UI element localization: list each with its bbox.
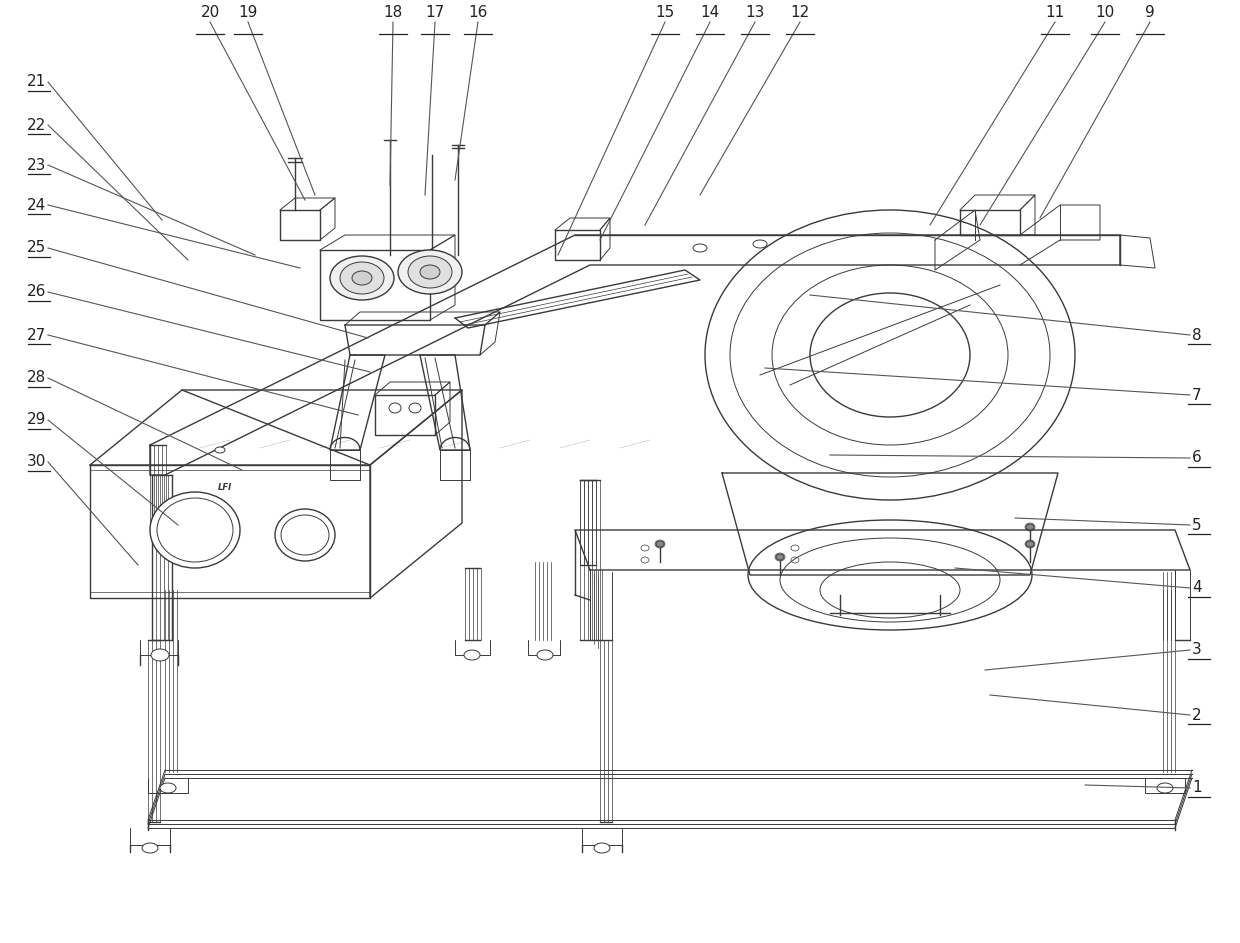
Text: 7: 7: [1192, 388, 1202, 403]
Ellipse shape: [791, 557, 799, 563]
Text: 28: 28: [27, 371, 46, 386]
Ellipse shape: [464, 650, 480, 660]
Ellipse shape: [594, 843, 610, 853]
Text: 8: 8: [1192, 327, 1202, 342]
Ellipse shape: [656, 541, 663, 547]
Text: 21: 21: [27, 74, 46, 90]
Text: 1: 1: [1192, 781, 1202, 796]
Ellipse shape: [409, 403, 422, 413]
Text: 10: 10: [1095, 5, 1115, 20]
Ellipse shape: [641, 545, 649, 551]
Ellipse shape: [408, 256, 453, 288]
Ellipse shape: [352, 271, 372, 285]
Ellipse shape: [275, 509, 335, 561]
Ellipse shape: [151, 649, 169, 661]
Text: 17: 17: [425, 5, 445, 20]
Text: 26: 26: [26, 285, 46, 300]
Text: 29: 29: [26, 412, 46, 427]
Ellipse shape: [641, 557, 649, 563]
Ellipse shape: [420, 265, 440, 279]
Ellipse shape: [340, 262, 384, 294]
Text: 4: 4: [1192, 581, 1202, 595]
Text: 22: 22: [27, 118, 46, 133]
Ellipse shape: [160, 783, 176, 793]
Text: 19: 19: [238, 5, 258, 20]
Text: 30: 30: [26, 455, 46, 470]
Text: 27: 27: [27, 327, 46, 342]
Text: 13: 13: [745, 5, 765, 20]
Text: 2: 2: [1192, 707, 1202, 722]
Ellipse shape: [398, 250, 463, 294]
Text: 23: 23: [26, 157, 46, 173]
Text: 20: 20: [201, 5, 219, 20]
Text: 16: 16: [469, 5, 487, 20]
Text: 15: 15: [656, 5, 675, 20]
Ellipse shape: [693, 244, 707, 252]
Text: 11: 11: [1045, 5, 1065, 20]
Text: 5: 5: [1192, 518, 1202, 533]
Text: 25: 25: [27, 240, 46, 256]
Ellipse shape: [150, 492, 241, 568]
Ellipse shape: [753, 240, 768, 248]
Ellipse shape: [215, 447, 224, 453]
Ellipse shape: [791, 545, 799, 551]
Ellipse shape: [1025, 541, 1034, 547]
Ellipse shape: [1025, 524, 1034, 530]
Ellipse shape: [776, 554, 784, 560]
Text: 14: 14: [701, 5, 719, 20]
Ellipse shape: [143, 843, 157, 853]
Text: 6: 6: [1192, 451, 1202, 466]
Text: 18: 18: [383, 5, 403, 20]
Text: 9: 9: [1145, 5, 1154, 20]
Ellipse shape: [1157, 783, 1173, 793]
Text: 3: 3: [1192, 642, 1202, 657]
Text: 12: 12: [790, 5, 810, 20]
Text: 24: 24: [27, 197, 46, 212]
Ellipse shape: [537, 650, 553, 660]
Text: LFI: LFI: [218, 484, 232, 492]
Ellipse shape: [389, 403, 401, 413]
Ellipse shape: [330, 256, 394, 300]
